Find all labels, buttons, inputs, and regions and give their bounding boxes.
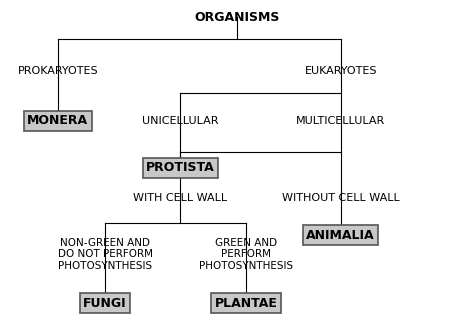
Text: NON-GREEN AND
DO NOT PERFORM
PHOTOSYNTHESIS: NON-GREEN AND DO NOT PERFORM PHOTOSYNTHE… bbox=[57, 238, 153, 271]
Text: PROKARYOTES: PROKARYOTES bbox=[18, 66, 98, 75]
Text: WITH CELL WALL: WITH CELL WALL bbox=[133, 193, 228, 203]
Text: PLANTAE: PLANTAE bbox=[215, 296, 278, 309]
Text: MONERA: MONERA bbox=[27, 114, 89, 127]
Text: UNICELLULAR: UNICELLULAR bbox=[142, 116, 219, 126]
Text: PROTISTA: PROTISTA bbox=[146, 161, 215, 174]
Text: GREEN AND
PERFORM
PHOTOSYNTHESIS: GREEN AND PERFORM PHOTOSYNTHESIS bbox=[200, 238, 293, 271]
Text: WITHOUT CELL WALL: WITHOUT CELL WALL bbox=[282, 193, 400, 203]
Text: MULTICELLULAR: MULTICELLULAR bbox=[296, 116, 385, 126]
Text: ANIMALIA: ANIMALIA bbox=[306, 229, 375, 242]
Text: FUNGI: FUNGI bbox=[83, 296, 127, 309]
Text: EUKARYOTES: EUKARYOTES bbox=[304, 66, 377, 75]
Text: ORGANISMS: ORGANISMS bbox=[194, 10, 280, 23]
